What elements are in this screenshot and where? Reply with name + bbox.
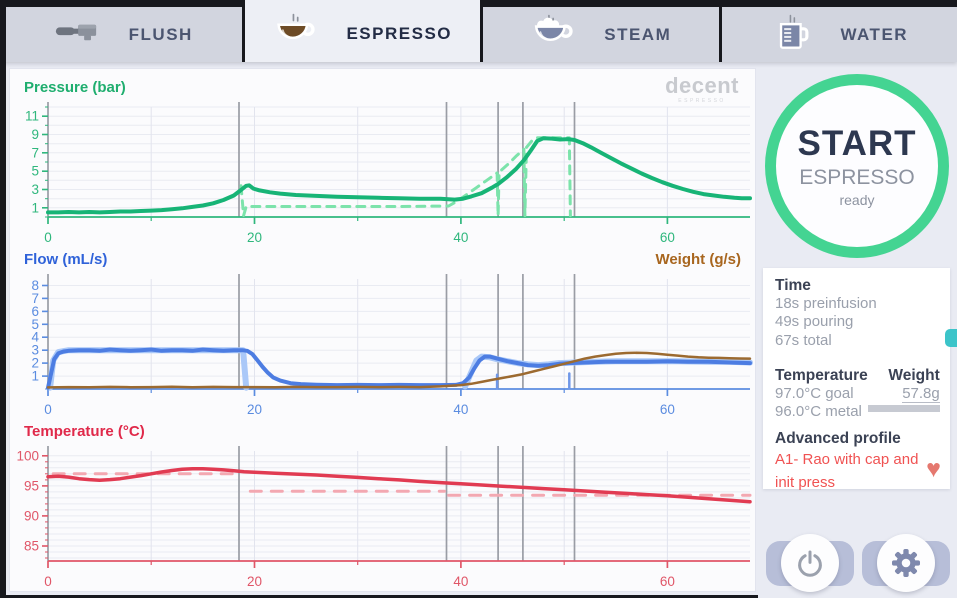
decent-logo: decent ESPRESSO <box>665 75 739 104</box>
start-button-label: START <box>797 124 917 163</box>
svg-text:3: 3 <box>31 343 39 358</box>
portafilter-icon <box>55 17 103 53</box>
svg-text:1: 1 <box>31 200 39 215</box>
start-button-mode: ESPRESSO <box>799 166 915 189</box>
weight-label: Weight <box>888 366 940 384</box>
svg-text:5: 5 <box>31 164 39 179</box>
steam-cup-icon <box>530 13 578 57</box>
svg-text:40: 40 <box>453 230 468 245</box>
svg-text:95: 95 <box>24 478 39 493</box>
decent-logo-subtext: ESPRESSO <box>678 98 726 104</box>
temperature-plot: 0 20 40 60 85 90 95 100 <box>16 446 752 589</box>
water-jug-icon <box>770 14 814 55</box>
tab-bar: FLUSH ESPRESSO STEAM <box>0 0 957 62</box>
tab-water-label: WATER <box>840 24 909 44</box>
svg-text:1: 1 <box>31 369 39 384</box>
tab-espresso-label: ESPRESSO <box>346 24 453 43</box>
heart-icon[interactable]: ♥ <box>926 455 941 483</box>
tab-steam-label: STEAM <box>604 24 672 44</box>
svg-text:90: 90 <box>24 508 39 523</box>
profile-label: Advanced profile <box>775 430 901 448</box>
weight-axis-title: Weight (g/s) <box>655 251 741 268</box>
power-button[interactable] <box>766 534 854 592</box>
temperature-chart: Temperature (°C) 0 20 40 60 85 90 95 100 <box>10 421 755 593</box>
pressure-plot: 0 20 40 60 1 3 5 7 9 11 <box>25 102 752 245</box>
temperature-goal: 97.0°C goal <box>775 384 854 402</box>
time-preinfusion: 18s preinfusion <box>775 295 877 312</box>
svg-text:60: 60 <box>660 230 675 245</box>
flow-weight-chart: Flow (mL/s) Weight (g/s) 0 20 40 60 1 2 3 4 5 6 7 8 <box>10 249 755 421</box>
svg-text:0: 0 <box>44 230 52 245</box>
start-espresso-button[interactable]: START ESPRESSO ready <box>765 74 949 258</box>
time-total: 67s total <box>775 331 832 349</box>
espresso-cup-icon <box>272 12 320 56</box>
svg-text:20: 20 <box>247 230 262 245</box>
side-drawer-handle[interactable] <box>945 329 957 347</box>
tab-steam[interactable]: STEAM <box>483 7 719 62</box>
svg-text:40: 40 <box>453 574 468 589</box>
svg-text:85: 85 <box>24 539 39 554</box>
svg-text:9: 9 <box>31 127 39 142</box>
svg-text:60: 60 <box>660 574 675 589</box>
svg-text:40: 40 <box>453 402 468 417</box>
svg-text:20: 20 <box>247 574 262 589</box>
profile-name[interactable]: A1- Rao with cap and init press <box>775 451 919 491</box>
svg-text:5: 5 <box>31 317 39 332</box>
svg-text:0: 0 <box>44 574 52 589</box>
svg-text:0: 0 <box>44 402 52 417</box>
svg-text:7: 7 <box>31 145 39 160</box>
tab-water[interactable]: WATER <box>721 7 957 62</box>
svg-text:11: 11 <box>25 109 39 124</box>
pressure-chart: Pressure (bar) 0 20 40 60 1 3 5 7 9 11 <box>10 77 755 249</box>
shot-info-panel: Time 18s preinfusion 49s pouring 67s tot… <box>763 268 950 491</box>
pressure-chart-title: Pressure (bar) <box>24 79 126 96</box>
svg-text:3: 3 <box>31 182 39 197</box>
svg-text:7: 7 <box>31 291 39 306</box>
flow-chart-title: Flow (mL/s) <box>24 251 108 268</box>
time-label: Time <box>775 277 811 294</box>
shot-graph-panel: decent ESPRESSO Pressure (bar) 0 20 40 60 1 3… <box>9 68 756 592</box>
svg-text:2: 2 <box>31 356 39 371</box>
decent-logo-text: decent <box>665 73 739 98</box>
tab-flush[interactable]: FLUSH <box>6 7 242 62</box>
tab-flush-label: FLUSH <box>128 24 193 44</box>
svg-text:20: 20 <box>247 402 262 417</box>
temperature-label: Temperature <box>775 366 868 384</box>
screen-bottom-bezel <box>0 595 758 598</box>
temperature-chart-title: Temperature (°C) <box>24 423 145 440</box>
start-button-status: ready <box>839 192 875 208</box>
power-icon <box>781 534 839 592</box>
gear-icon <box>877 534 935 592</box>
settings-button[interactable] <box>862 534 950 592</box>
svg-text:8: 8 <box>31 278 39 293</box>
svg-text:60: 60 <box>660 402 675 417</box>
svg-text:100: 100 <box>16 448 39 463</box>
svg-text:4: 4 <box>31 330 39 345</box>
screen-left-bezel <box>0 0 6 598</box>
tab-espresso[interactable]: ESPRESSO <box>244 0 480 62</box>
weight-progress-bar <box>867 404 940 412</box>
temperature-metal: 96.0°C metal <box>775 403 862 421</box>
weight-value: 57.8g <box>902 384 940 403</box>
time-pouring: 49s pouring <box>775 313 854 331</box>
svg-text:6: 6 <box>31 304 39 319</box>
